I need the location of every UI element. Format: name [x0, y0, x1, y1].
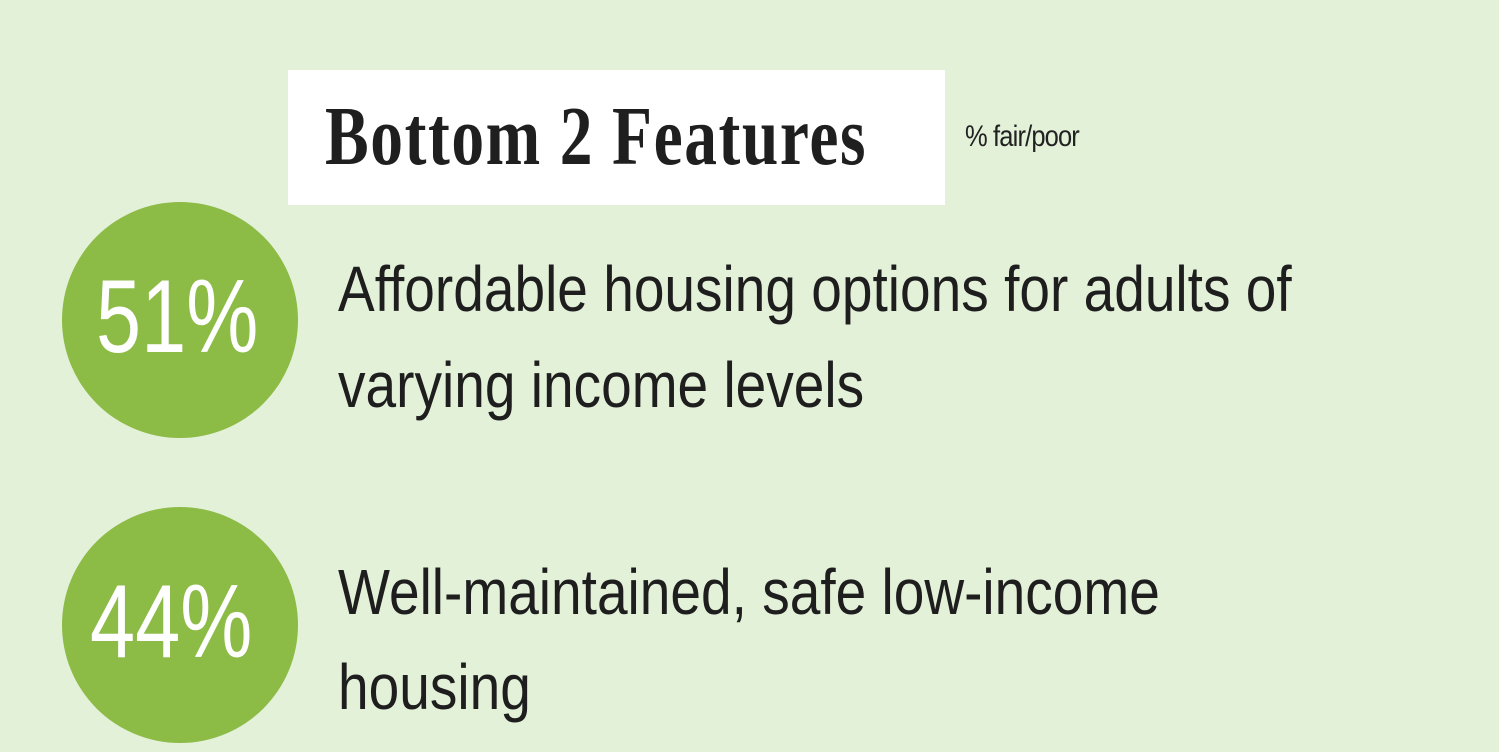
title: Bottom 2 Features — [325, 90, 868, 183]
item-text: varying income levels — [338, 349, 865, 421]
percent-label: 44% — [90, 564, 253, 680]
item-text: Affordable housing options for adults of — [338, 253, 1292, 325]
title-box — [288, 70, 945, 205]
percent-label: 51% — [96, 259, 259, 375]
item-text: Well-maintained, safe low-income — [338, 556, 1160, 628]
item-text: housing — [338, 651, 531, 723]
percent-circle — [62, 507, 298, 743]
subtitle: % fair/poor — [965, 120, 1080, 153]
percent-circle — [62, 202, 298, 438]
